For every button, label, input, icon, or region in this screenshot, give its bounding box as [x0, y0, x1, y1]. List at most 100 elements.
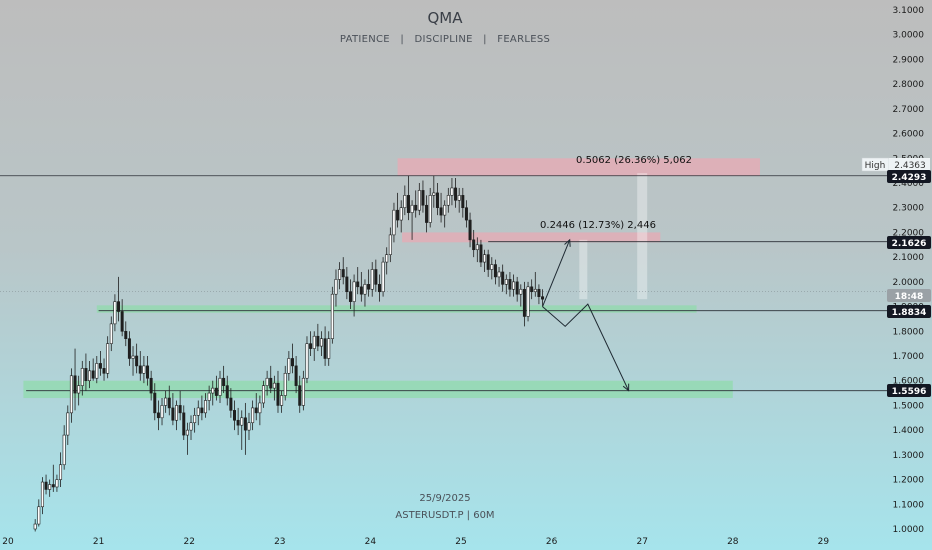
- candle[interactable]: [316, 323, 320, 352]
- candle[interactable]: [406, 175, 410, 221]
- candle[interactable]: [363, 279, 367, 307]
- candle[interactable]: [113, 294, 117, 332]
- candle[interactable]: [106, 336, 110, 379]
- candle[interactable]: [450, 178, 454, 206]
- projection-path-down[interactable]: [542, 303, 630, 391]
- candle[interactable]: [109, 316, 113, 352]
- candle[interactable]: [149, 370, 153, 401]
- candle[interactable]: [461, 187, 465, 218]
- candle[interactable]: [457, 187, 461, 213]
- candle[interactable]: [493, 259, 497, 285]
- candle[interactable]: [240, 410, 244, 450]
- candle[interactable]: [127, 331, 131, 366]
- candle[interactable]: [91, 358, 95, 381]
- candle[interactable]: [189, 415, 193, 441]
- support-zone[interactable]: [96, 305, 697, 313]
- candle[interactable]: [290, 343, 294, 374]
- candle[interactable]: [377, 274, 381, 302]
- candle[interactable]: [392, 202, 396, 243]
- candle[interactable]: [283, 365, 287, 401]
- candle[interactable]: [55, 474, 59, 492]
- candle[interactable]: [51, 464, 55, 492]
- candle[interactable]: [352, 274, 356, 317]
- candle[interactable]: [468, 212, 472, 248]
- candle[interactable]: [312, 331, 316, 361]
- candle[interactable]: [207, 385, 211, 411]
- candle[interactable]: [247, 412, 251, 441]
- candle[interactable]: [211, 380, 215, 406]
- candle[interactable]: [178, 390, 182, 421]
- candle[interactable]: [319, 331, 323, 356]
- candle[interactable]: [214, 375, 218, 401]
- candle[interactable]: [483, 249, 487, 272]
- candle[interactable]: [526, 281, 530, 322]
- candle[interactable]: [77, 375, 81, 406]
- candle[interactable]: [359, 271, 363, 302]
- candle[interactable]: [396, 192, 400, 228]
- candle[interactable]: [504, 274, 508, 295]
- candle[interactable]: [410, 200, 414, 240]
- candle[interactable]: [309, 331, 313, 356]
- candle[interactable]: [341, 257, 345, 285]
- candle[interactable]: [443, 200, 447, 228]
- candle[interactable]: [479, 239, 483, 268]
- candle[interactable]: [533, 271, 537, 297]
- candle[interactable]: [417, 183, 421, 216]
- candle[interactable]: [153, 383, 157, 421]
- support-zone[interactable]: [23, 380, 733, 399]
- candle[interactable]: [124, 321, 128, 347]
- candle[interactable]: [301, 370, 305, 411]
- candle[interactable]: [175, 400, 179, 431]
- projection-path-up[interactable]: [542, 239, 571, 307]
- candle[interactable]: [446, 187, 450, 213]
- candle[interactable]: [120, 299, 124, 337]
- candle[interactable]: [117, 276, 121, 322]
- candle[interactable]: [287, 351, 291, 381]
- candle[interactable]: [261, 380, 265, 408]
- candle[interactable]: [204, 393, 208, 418]
- candle[interactable]: [330, 286, 334, 344]
- candle[interactable]: [519, 284, 523, 307]
- candle[interactable]: [80, 360, 84, 396]
- candle[interactable]: [196, 400, 200, 426]
- candle[interactable]: [233, 400, 237, 431]
- candle[interactable]: [48, 479, 52, 497]
- candle[interactable]: [305, 336, 309, 384]
- candle[interactable]: [164, 390, 168, 413]
- candle[interactable]: [160, 398, 164, 426]
- candle[interactable]: [338, 262, 342, 290]
- candle[interactable]: [280, 390, 284, 413]
- candle[interactable]: [102, 358, 106, 381]
- candle[interactable]: [501, 264, 505, 292]
- candle[interactable]: [142, 356, 146, 384]
- candle[interactable]: [185, 422, 189, 455]
- candle[interactable]: [225, 375, 229, 406]
- candle[interactable]: [508, 271, 512, 297]
- candle[interactable]: [439, 192, 443, 223]
- candle[interactable]: [272, 375, 276, 401]
- candle[interactable]: [345, 267, 349, 300]
- candle[interactable]: [69, 368, 73, 423]
- candle[interactable]: [370, 262, 374, 297]
- candle[interactable]: [229, 388, 233, 418]
- candle[interactable]: [135, 343, 139, 374]
- candle[interactable]: [98, 351, 102, 376]
- candle[interactable]: [193, 407, 197, 433]
- candle[interactable]: [435, 183, 439, 216]
- candle[interactable]: [44, 474, 48, 495]
- candle[interactable]: [182, 405, 186, 441]
- candle[interactable]: [475, 237, 479, 263]
- candle[interactable]: [374, 259, 378, 292]
- candle[interactable]: [146, 356, 150, 386]
- candle[interactable]: [62, 425, 66, 470]
- candle[interactable]: [497, 267, 501, 287]
- candle[interactable]: [59, 452, 63, 487]
- candle[interactable]: [218, 370, 222, 403]
- candle[interactable]: [490, 257, 494, 280]
- candle[interactable]: [40, 477, 44, 515]
- candle[interactable]: [367, 269, 371, 297]
- candle[interactable]: [200, 395, 204, 421]
- candle[interactable]: [385, 247, 389, 275]
- candle[interactable]: [258, 395, 262, 426]
